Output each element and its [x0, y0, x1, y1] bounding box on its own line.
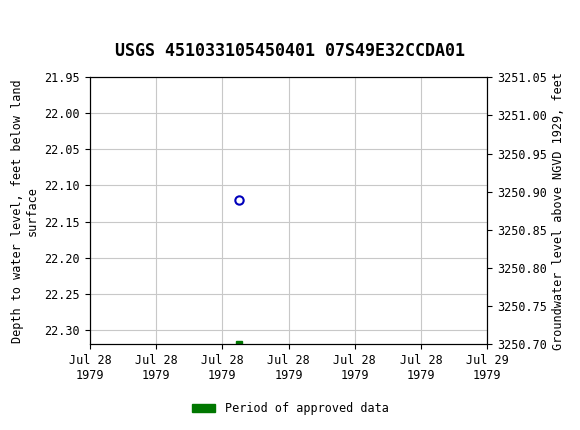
Text: USGS 451033105450401 07S49E32CCDA01: USGS 451033105450401 07S49E32CCDA01 — [115, 42, 465, 60]
Legend: Period of approved data: Period of approved data — [187, 397, 393, 420]
Y-axis label: Depth to water level, feet below land
surface: Depth to water level, feet below land su… — [11, 79, 39, 343]
Text: ≡: ≡ — [3, 10, 19, 29]
Y-axis label: Groundwater level above NGVD 1929, feet: Groundwater level above NGVD 1929, feet — [552, 72, 566, 350]
Text: USGS: USGS — [14, 9, 78, 29]
